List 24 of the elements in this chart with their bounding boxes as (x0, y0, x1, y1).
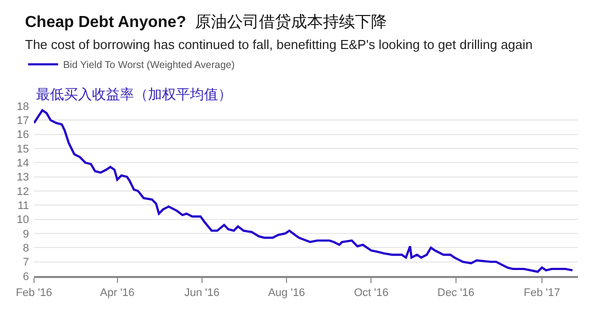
x-tick-label: Dec '16 (437, 286, 474, 299)
y-tick-label: 6 (22, 270, 29, 283)
x-tick-label: Aug '16 (268, 286, 306, 299)
text: 最低买入收益率（加权平均值） (36, 86, 232, 102)
chart-title: Cheap Debt Anyone? (25, 14, 186, 31)
y-tick-label: 12 (16, 186, 29, 198)
x-tick-label: Jun '16 (184, 286, 220, 299)
y-tick-label: 9 (22, 228, 29, 240)
y-tick-label: 8 (22, 242, 29, 255)
x-tick-label: Oct '16 (354, 286, 388, 299)
line-series (34, 109, 574, 273)
y-tick-label: 14 (16, 158, 29, 170)
x-tick-label: Feb '17 (524, 286, 560, 299)
y-tick-label: 13 (16, 172, 29, 184)
y-tick-label: 15 (16, 143, 29, 156)
x-tick-label: Feb '16 (16, 286, 52, 299)
y-tick-label: 7 (22, 256, 29, 269)
y-tick-label: 18 (16, 100, 29, 113)
x-tick-label: Apr '16 (100, 286, 135, 299)
legend-label: Bid Yield To Worst (Weighted Average) (63, 60, 235, 72)
y-tick-label: 11 (18, 200, 29, 212)
y-tick-label: 10 (16, 214, 29, 226)
y-tick-label: 16 (16, 129, 29, 142)
y-tick-label: 17 (16, 115, 29, 128)
